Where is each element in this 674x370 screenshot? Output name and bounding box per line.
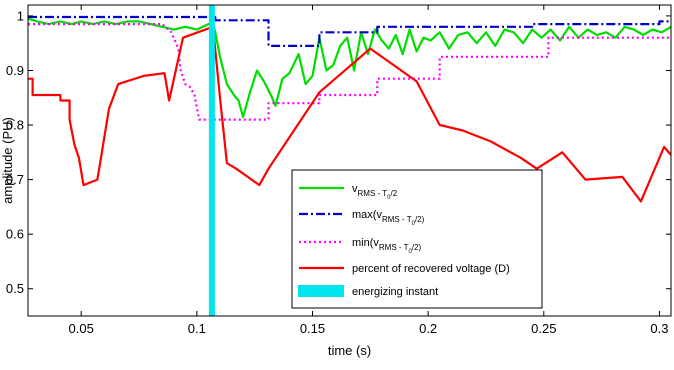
series-layer [28,5,671,316]
y-tick-label: 0.9 [6,63,24,78]
legend-label-energize: energizing instant [352,286,438,298]
x-tick-label: 0.15 [300,321,325,336]
legend-swatch-energize [298,285,344,297]
y-tick-label: 0.6 [6,227,24,242]
legend-label-max: max(vRMS - T0/2) [352,209,425,227]
x-tick-label: 0.2 [419,321,437,336]
series-line-rms [28,17,671,118]
x-tick-label: 0.1 [188,321,206,336]
legend-label-min: min(vRMS - T0/2) [352,237,422,255]
y-tick-label: 0.8 [6,118,24,133]
legend-label-pct: percent of recovered voltage (D) [352,263,510,275]
y-axis-label: amplitude (PU) [0,117,15,204]
series-line-max [28,15,671,47]
x-tick-label: 0.05 [69,321,94,336]
energizing-instant-band [208,5,215,316]
axes-layer: 0.05 0.1 0.15 0.2 0.25 0.3 0.5 0.6 0.7 0.8 0.9 1 [6,5,671,336]
legend: vRMS - T0/2 max(vRMS - T0/2) min(vRMS - T0… [291,169,543,309]
series-line-pct [28,25,671,203]
x-tick-label: 0.25 [531,321,556,336]
y-tick-label: 0.5 [6,281,24,296]
plot-frame [27,4,672,317]
legend-label-rms: vRMS - T0/2 [352,183,398,201]
y-tick-label: 0.7 [6,172,24,187]
y-tick-label: 1 [17,8,24,23]
x-axis-label: time (s) [328,343,371,358]
x-tick-label: 0.3 [650,321,668,336]
